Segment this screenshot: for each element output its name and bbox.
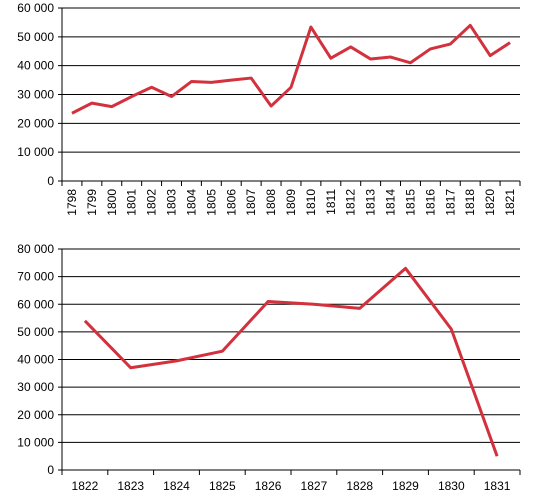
- x-tick-label: 1823: [117, 479, 144, 493]
- x-tick-label: 1810: [304, 189, 318, 216]
- series-line: [83, 266, 499, 457]
- y-tick-label: 40 000: [17, 59, 54, 73]
- x-tick-label: 1816: [423, 189, 437, 216]
- x-tick-label: 1821: [503, 189, 517, 216]
- series-line: [71, 23, 511, 115]
- y-tick-label: 80 000: [17, 242, 54, 256]
- y-tick-label: 10 000: [17, 145, 54, 159]
- x-tick-label: 1827: [301, 479, 328, 493]
- y-tick-label: 0: [47, 463, 54, 477]
- y-tick-label: 30 000: [17, 380, 54, 394]
- x-tick-label: 1804: [184, 189, 198, 216]
- x-tick-label: 1802: [145, 189, 159, 216]
- y-tick-label: 10 000: [17, 435, 54, 449]
- x-tick-label: 1798: [65, 189, 79, 216]
- x-tick-label: 1799: [85, 189, 99, 216]
- y-tick-label: 20 000: [17, 408, 54, 422]
- x-tick-label: 1818: [463, 189, 477, 216]
- y-tick-label: 30 000: [17, 88, 54, 102]
- x-tick-label: 1813: [364, 189, 378, 216]
- y-tick-label: 20 000: [17, 116, 54, 130]
- x-tick-label: 1824: [163, 479, 190, 493]
- x-tick-label: 1831: [484, 479, 511, 493]
- x-tick-label: 1805: [204, 189, 218, 216]
- y-tick-label: 50 000: [17, 30, 54, 44]
- x-tick-label: 1828: [346, 479, 373, 493]
- y-tick-label: 60 000: [17, 297, 54, 311]
- x-tick-label: 1830: [438, 479, 465, 493]
- x-tick-label: 1806: [224, 189, 238, 216]
- x-tick-label: 1815: [403, 189, 417, 216]
- x-tick-label: 1801: [125, 189, 139, 216]
- x-tick-label: 1811: [324, 189, 338, 215]
- x-tick-label: 1812: [344, 189, 358, 216]
- x-tick-label: 1822: [72, 479, 99, 493]
- x-tick-label: 1807: [244, 189, 258, 216]
- y-tick-label: 0: [47, 174, 54, 188]
- x-tick-label: 1800: [105, 189, 119, 216]
- x-tick-label: 1803: [165, 189, 179, 216]
- y-tick-label: 50 000: [17, 325, 54, 339]
- x-tick-label: 1825: [209, 479, 236, 493]
- y-tick-label: 60 000: [17, 1, 54, 15]
- y-tick-label: 40 000: [17, 353, 54, 367]
- x-tick-label: 1820: [483, 189, 497, 216]
- x-tick-label: 1829: [392, 479, 419, 493]
- x-tick-label: 1826: [255, 479, 282, 493]
- x-tick-label: 1817: [443, 189, 457, 216]
- y-tick-label: 70 000: [17, 270, 54, 284]
- x-tick-label: 1808: [264, 189, 278, 216]
- x-tick-label: 1809: [284, 189, 298, 216]
- x-tick-label: 1814: [384, 189, 398, 216]
